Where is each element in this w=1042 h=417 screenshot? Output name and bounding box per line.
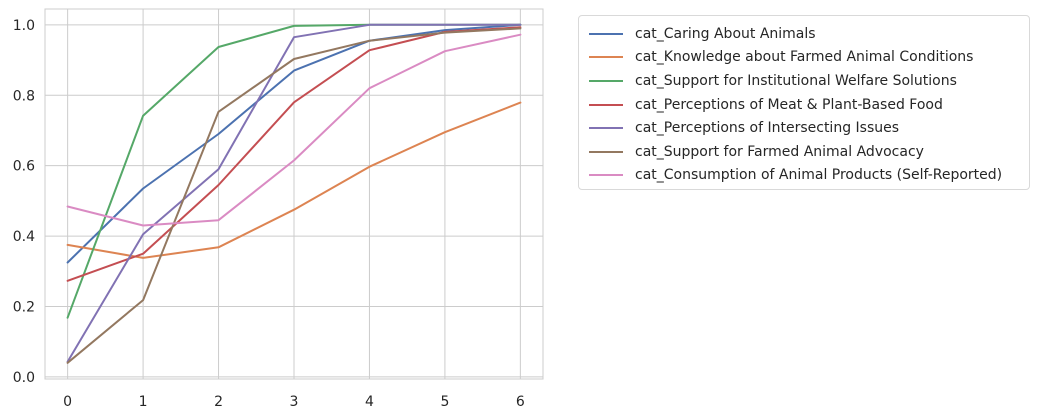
x-tick-label: 5 [440, 394, 449, 410]
x-tick-label: 6 [516, 394, 525, 410]
legend: cat_Caring About Animals cat_Knowledge ab… [578, 15, 1030, 190]
y-tick-label: 0.2 [13, 299, 35, 315]
legend-label: cat_Support for Farmed Animal Advocacy [635, 143, 924, 160]
legend-label: cat_Consumption of Animal Products (Self… [635, 167, 1003, 184]
series-line [66, 23, 522, 363]
x-tick-label: 2 [214, 394, 223, 410]
series-line [66, 23, 522, 264]
x-tick-labels: 0 1 2 3 4 5 6 [63, 394, 525, 410]
legend-swatch [589, 103, 623, 106]
legend-swatch [589, 79, 623, 82]
series-line [66, 101, 522, 259]
y-tick-label: 1.0 [13, 18, 35, 34]
x-tick-label: 1 [139, 394, 148, 410]
legend-item: cat_Knowledge about Farmed Animal Condit… [579, 46, 1029, 70]
legend-item: cat_Support for Farmed Animal Advocacy [579, 140, 1029, 164]
y-tick-label: 0.6 [13, 159, 35, 175]
legend-item: cat_Support for Institutional Welfare So… [579, 69, 1029, 93]
legend-label: cat_Perceptions of Meat & Plant-Based Fo… [635, 96, 943, 113]
legend-swatch [589, 32, 623, 35]
legend-swatch [589, 150, 623, 153]
plot-area [44, 8, 544, 380]
legend-label: cat_Knowledge about Farmed Animal Condit… [635, 49, 974, 66]
legend-label: cat_Caring About Animals [635, 25, 816, 42]
x-tick-label: 3 [290, 394, 299, 410]
series-lines [66, 23, 522, 364]
legend-item: cat_Perceptions of Intersecting Issues [579, 116, 1029, 140]
y-tick-label: 0.0 [13, 370, 35, 386]
legend-item: cat_Caring About Animals [579, 22, 1029, 46]
x-tick-label: 0 [63, 394, 72, 410]
legend-label: cat_Perceptions of Intersecting Issues [635, 120, 900, 137]
x-tick-label: 4 [365, 394, 374, 410]
y-tick-label: 0.4 [13, 229, 35, 245]
legend-swatch [589, 127, 623, 130]
legend-swatch [589, 174, 623, 177]
series-line [66, 33, 522, 227]
legend-label: cat_Support for Institutional Welfare So… [635, 72, 957, 89]
series-line [66, 27, 522, 364]
y-tick-labels: 0.0 0.2 0.4 0.6 0.8 1.0 [13, 18, 35, 386]
legend-swatch [589, 56, 623, 59]
legend-item: cat_Perceptions of Meat & Plant-Based Fo… [579, 93, 1029, 117]
legend-item: cat_Consumption of Animal Products (Self… [579, 164, 1029, 188]
y-tick-label: 0.8 [13, 88, 35, 104]
grid [45, 9, 543, 379]
